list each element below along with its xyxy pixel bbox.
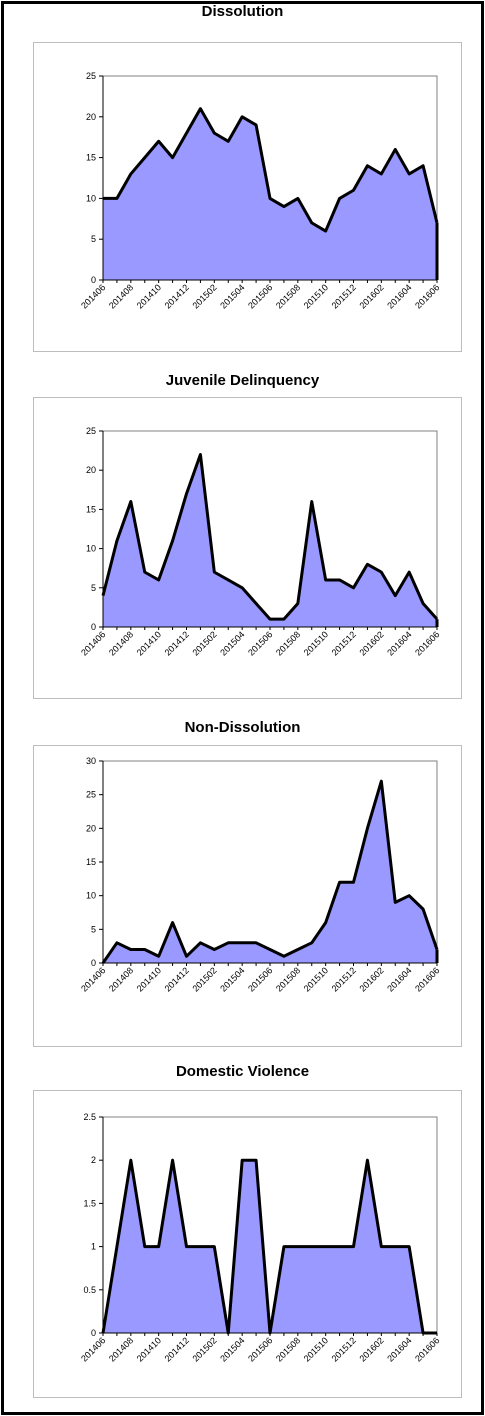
y-tick-label: 25 [86, 71, 96, 81]
chart-title: Juvenile Delinquency [165, 372, 320, 389]
x-tick-label: 201408 [107, 1335, 135, 1363]
x-tick-label: 201510 [302, 1335, 330, 1363]
x-tick-label: 201406 [79, 1335, 107, 1363]
chart-title: Dissolution [201, 3, 284, 20]
y-tick-label: 15 [86, 504, 96, 514]
y-tick-label: 15 [86, 153, 96, 163]
x-tick-label: 201508 [274, 629, 302, 657]
x-tick-label: 201504 [218, 965, 246, 993]
x-tick-label: 201504 [218, 629, 246, 657]
y-tick-label: 5 [91, 924, 96, 934]
x-tick-label: 201502 [190, 629, 218, 657]
series-line [103, 107, 439, 233]
y-tick-label: 30 [86, 756, 96, 766]
y-tick-label: 0.5 [83, 1285, 96, 1295]
y-tick-label: 20 [86, 465, 96, 475]
x-tick-label: 201410 [135, 282, 163, 310]
x-tick-label: 201408 [107, 282, 135, 310]
y-tick-label: 10 [86, 891, 96, 901]
y-tick-label: 5 [91, 234, 96, 244]
x-tick-label: 201604 [385, 1335, 413, 1363]
x-tick-label: 201602 [357, 1335, 385, 1363]
area-fill [103, 781, 437, 963]
x-tick-label: 201506 [246, 629, 274, 657]
area-chart-dissolution: 0 5 10 15 20 25 201406 201408 201410 201412 201502… [79, 71, 441, 311]
x-tick-label: 201512 [330, 629, 358, 657]
x-tick-label: 201502 [190, 1335, 218, 1363]
y-tick-label: 0 [91, 275, 96, 285]
area-fill [103, 108, 437, 280]
chart-title: Non-Dissolution [184, 719, 301, 736]
chart-area: 0 5 10 15 20 25 30 201406 201408 201410 201412 2015… [33, 745, 462, 1047]
x-tick-label: 201508 [274, 965, 302, 993]
y-tick-label: 15 [86, 857, 96, 867]
chart-area: 0 5 10 15 20 25 201406 201408 201410 201412 201502… [33, 397, 462, 699]
x-tick-label: 201502 [190, 965, 218, 993]
x-tick-label: 201506 [246, 965, 274, 993]
x-tick-label: 201510 [302, 282, 330, 310]
x-tick-label: 201406 [79, 965, 107, 993]
x-tick-label: 201510 [302, 629, 330, 657]
x-tick-label: 201602 [357, 965, 385, 993]
x-tick-label: 201510 [302, 965, 330, 993]
x-tick-label: 201406 [79, 629, 107, 657]
x-tick-label: 201406 [79, 282, 107, 310]
x-tick-label: 201410 [135, 629, 163, 657]
x-tick-label: 201606 [413, 629, 441, 657]
y-tick-label: 10 [86, 544, 96, 554]
x-tick-label: 201412 [163, 282, 191, 310]
x-tick-label: 201412 [163, 1335, 191, 1363]
x-tick-label: 201512 [330, 282, 358, 310]
x-tick-label: 201604 [385, 282, 413, 310]
x-tick-label: 201506 [246, 1335, 274, 1363]
y-tick-label: 0 [91, 1328, 96, 1338]
y-tick-label: 5 [91, 583, 96, 593]
x-tick-label: 201602 [357, 282, 385, 310]
x-tick-label: 201512 [330, 965, 358, 993]
y-tick-label: 25 [86, 790, 96, 800]
x-tick-label: 201410 [135, 965, 163, 993]
x-tick-label: 201506 [246, 282, 274, 310]
x-tick-label: 201606 [413, 1335, 441, 1363]
area-chart-juvenile-delinquency: 0 5 10 15 20 25 201406 201408 201410 201412 201502… [79, 426, 441, 658]
x-tick-label: 201512 [330, 1335, 358, 1363]
x-tick-label: 201502 [190, 282, 218, 310]
y-tick-label: 0 [91, 958, 96, 968]
y-tick-label: 10 [86, 193, 96, 203]
x-tick-label: 201408 [107, 965, 135, 993]
x-tick-label: 201410 [135, 1335, 163, 1363]
y-tick-label: 2.5 [83, 1112, 96, 1122]
x-tick-label: 201606 [413, 965, 441, 993]
y-tick-label: 20 [86, 112, 96, 122]
x-tick-label: 201412 [163, 629, 191, 657]
area-fill [103, 1160, 437, 1333]
y-tick-label: 2 [91, 1155, 96, 1165]
x-tick-label: 201408 [107, 629, 135, 657]
area-fill [103, 454, 437, 627]
x-tick-label: 201504 [218, 1335, 246, 1363]
x-tick-label: 201606 [413, 282, 441, 310]
y-tick-label: 25 [86, 426, 96, 436]
y-tick-label: 1 [91, 1242, 96, 1252]
x-tick-label: 201508 [274, 1335, 302, 1363]
x-tick-label: 201604 [385, 965, 413, 993]
y-tick-label: 20 [86, 823, 96, 833]
chart-area: 0 0.5 1 1.5 2 2.5 201406 201408 201410 201412 2015… [33, 1090, 462, 1398]
series-line [101, 779, 439, 964]
chart-area: 0 5 10 15 20 25 201406 201408 201410 201412 201502… [33, 42, 462, 352]
x-tick-label: 201412 [163, 965, 191, 993]
x-tick-label: 201508 [274, 282, 302, 310]
series-line [101, 453, 439, 621]
chart-title: Domestic Violence [175, 1063, 310, 1080]
x-tick-label: 201602 [357, 629, 385, 657]
x-tick-label: 201604 [385, 629, 413, 657]
y-tick-label: 0 [91, 622, 96, 632]
y-tick-label: 1.5 [83, 1198, 96, 1208]
x-tick-label: 201504 [218, 282, 246, 310]
